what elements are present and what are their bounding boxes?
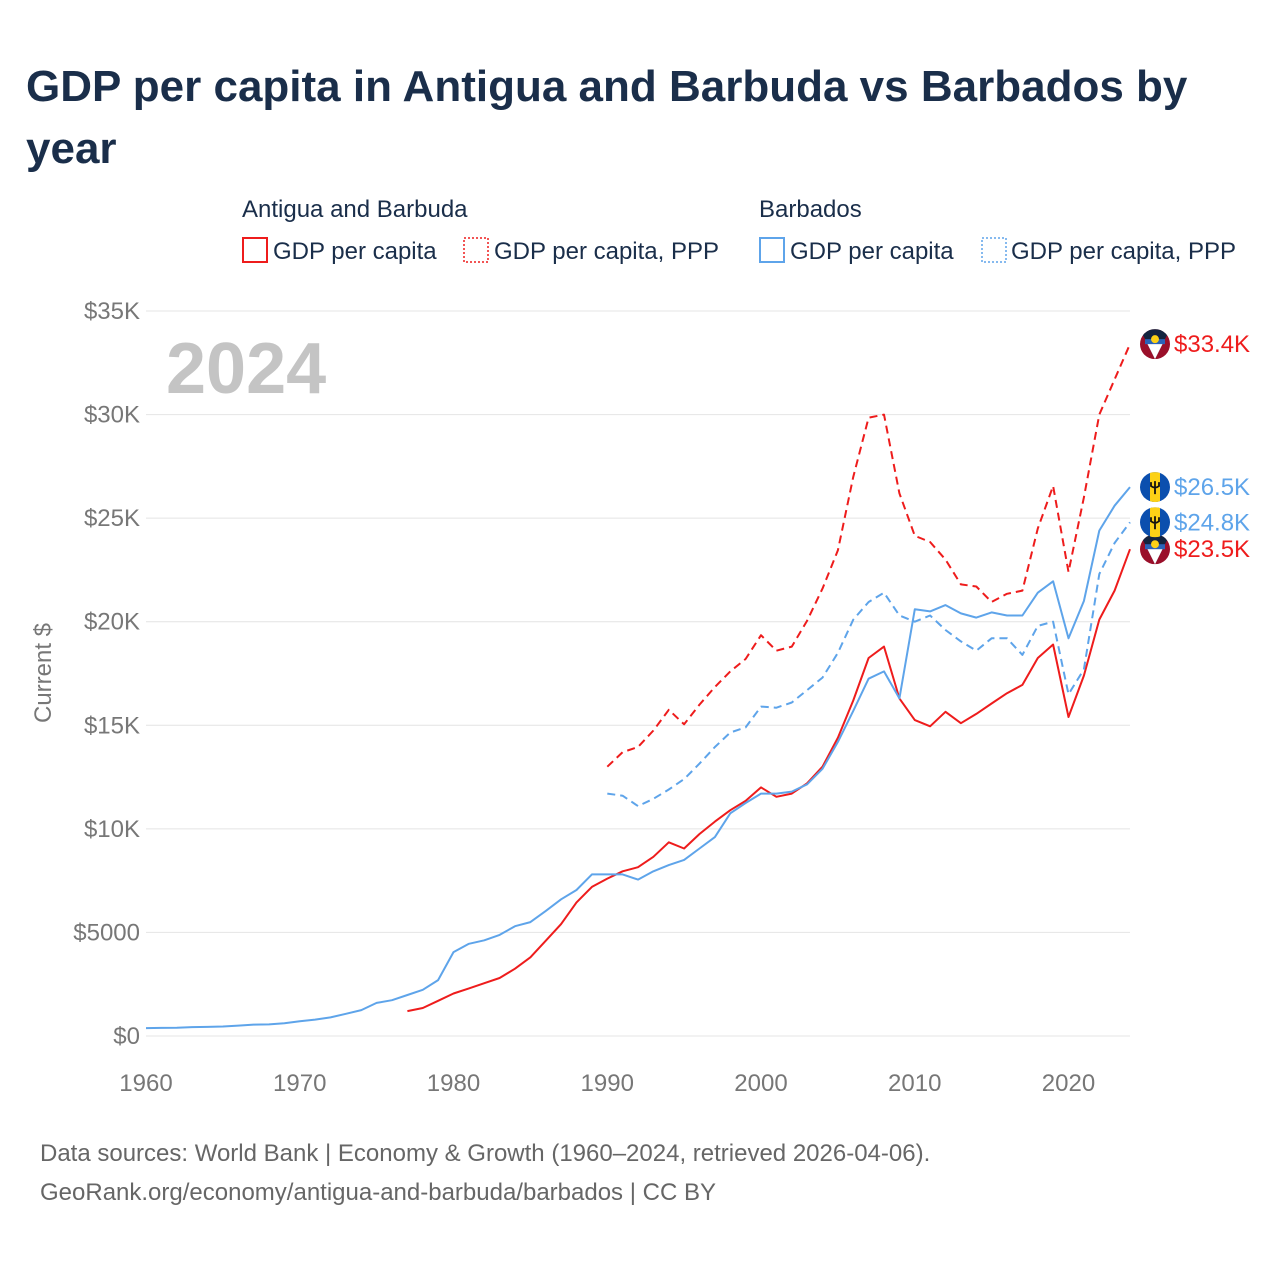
legend-swatch-antigua-gdp <box>242 237 268 263</box>
end-label-1: $33.4K <box>1140 329 1250 360</box>
x-tick-label: 2020 <box>1042 1070 1095 1097</box>
y-tick-label: $35K <box>84 298 140 325</box>
legend-swatch-barbados-ppp <box>981 237 1007 263</box>
x-tick-label: 1970 <box>273 1070 326 1097</box>
end-value-label: $26.5K <box>1174 474 1250 501</box>
footer-url: GeoRank.org/economy/antigua-and-barbuda/… <box>40 1179 716 1206</box>
series-line-0 <box>407 548 1131 1013</box>
legend-swatch-antigua-ppp <box>463 237 489 263</box>
legend-swatch-barbados-gdp <box>759 237 785 263</box>
barbados-flag-icon <box>1140 507 1170 538</box>
legend: Antigua and Barbuda GDP per capita GDP p… <box>242 196 1236 265</box>
legend-group-antigua: Antigua and Barbuda <box>242 196 468 223</box>
end-label-3: $24.8K <box>1140 507 1250 538</box>
y-tick-label: $15K <box>84 712 140 739</box>
antigua-flag-icon <box>1140 534 1170 565</box>
antigua-flag-icon <box>1140 329 1170 360</box>
end-value-label: $33.4K <box>1174 331 1250 358</box>
x-tick-label: 2000 <box>734 1070 787 1097</box>
footer-sources: Data sources: World Bank | Economy & Gro… <box>40 1140 931 1167</box>
legend-group-barbados: Barbados <box>759 196 862 223</box>
legend-label-antigua-gdp: GDP per capita <box>273 238 437 265</box>
legend-label-barbados-ppp: GDP per capita, PPP <box>1011 238 1236 265</box>
x-tick-label: 2010 <box>888 1070 941 1097</box>
series-line-3 <box>607 521 1131 808</box>
end-value-label: $23.5K <box>1174 536 1250 563</box>
y-tick-label: $10K <box>84 816 140 843</box>
y-axis-label: Current $ <box>30 623 57 723</box>
barbados-flag-icon <box>1140 472 1170 503</box>
y-tick-label: $30K <box>84 402 140 429</box>
legend-label-antigua-ppp: GDP per capita, PPP <box>494 238 719 265</box>
y-tick-label: $5000 <box>73 919 140 946</box>
x-tick-label: 1980 <box>427 1070 480 1097</box>
end-label-0: $23.5K <box>1140 534 1250 565</box>
end-label-2: $26.5K <box>1140 472 1250 503</box>
chart-title: GDP per capita in Antigua and Barbuda vs… <box>26 62 1188 173</box>
y-tick-label: $25K <box>84 505 140 532</box>
series-line-1 <box>606 343 1131 768</box>
x-tick-label: 1990 <box>581 1070 634 1097</box>
y-tick-label: $20K <box>84 609 140 636</box>
end-value-label: $24.8K <box>1174 509 1250 536</box>
legend-label-barbados-gdp: GDP per capita <box>790 238 954 265</box>
y-tick-label: $0 <box>113 1023 140 1050</box>
year-watermark: 2024 <box>166 329 326 409</box>
x-tick-label: 1960 <box>119 1070 172 1097</box>
series-line-2 <box>145 486 1131 1030</box>
